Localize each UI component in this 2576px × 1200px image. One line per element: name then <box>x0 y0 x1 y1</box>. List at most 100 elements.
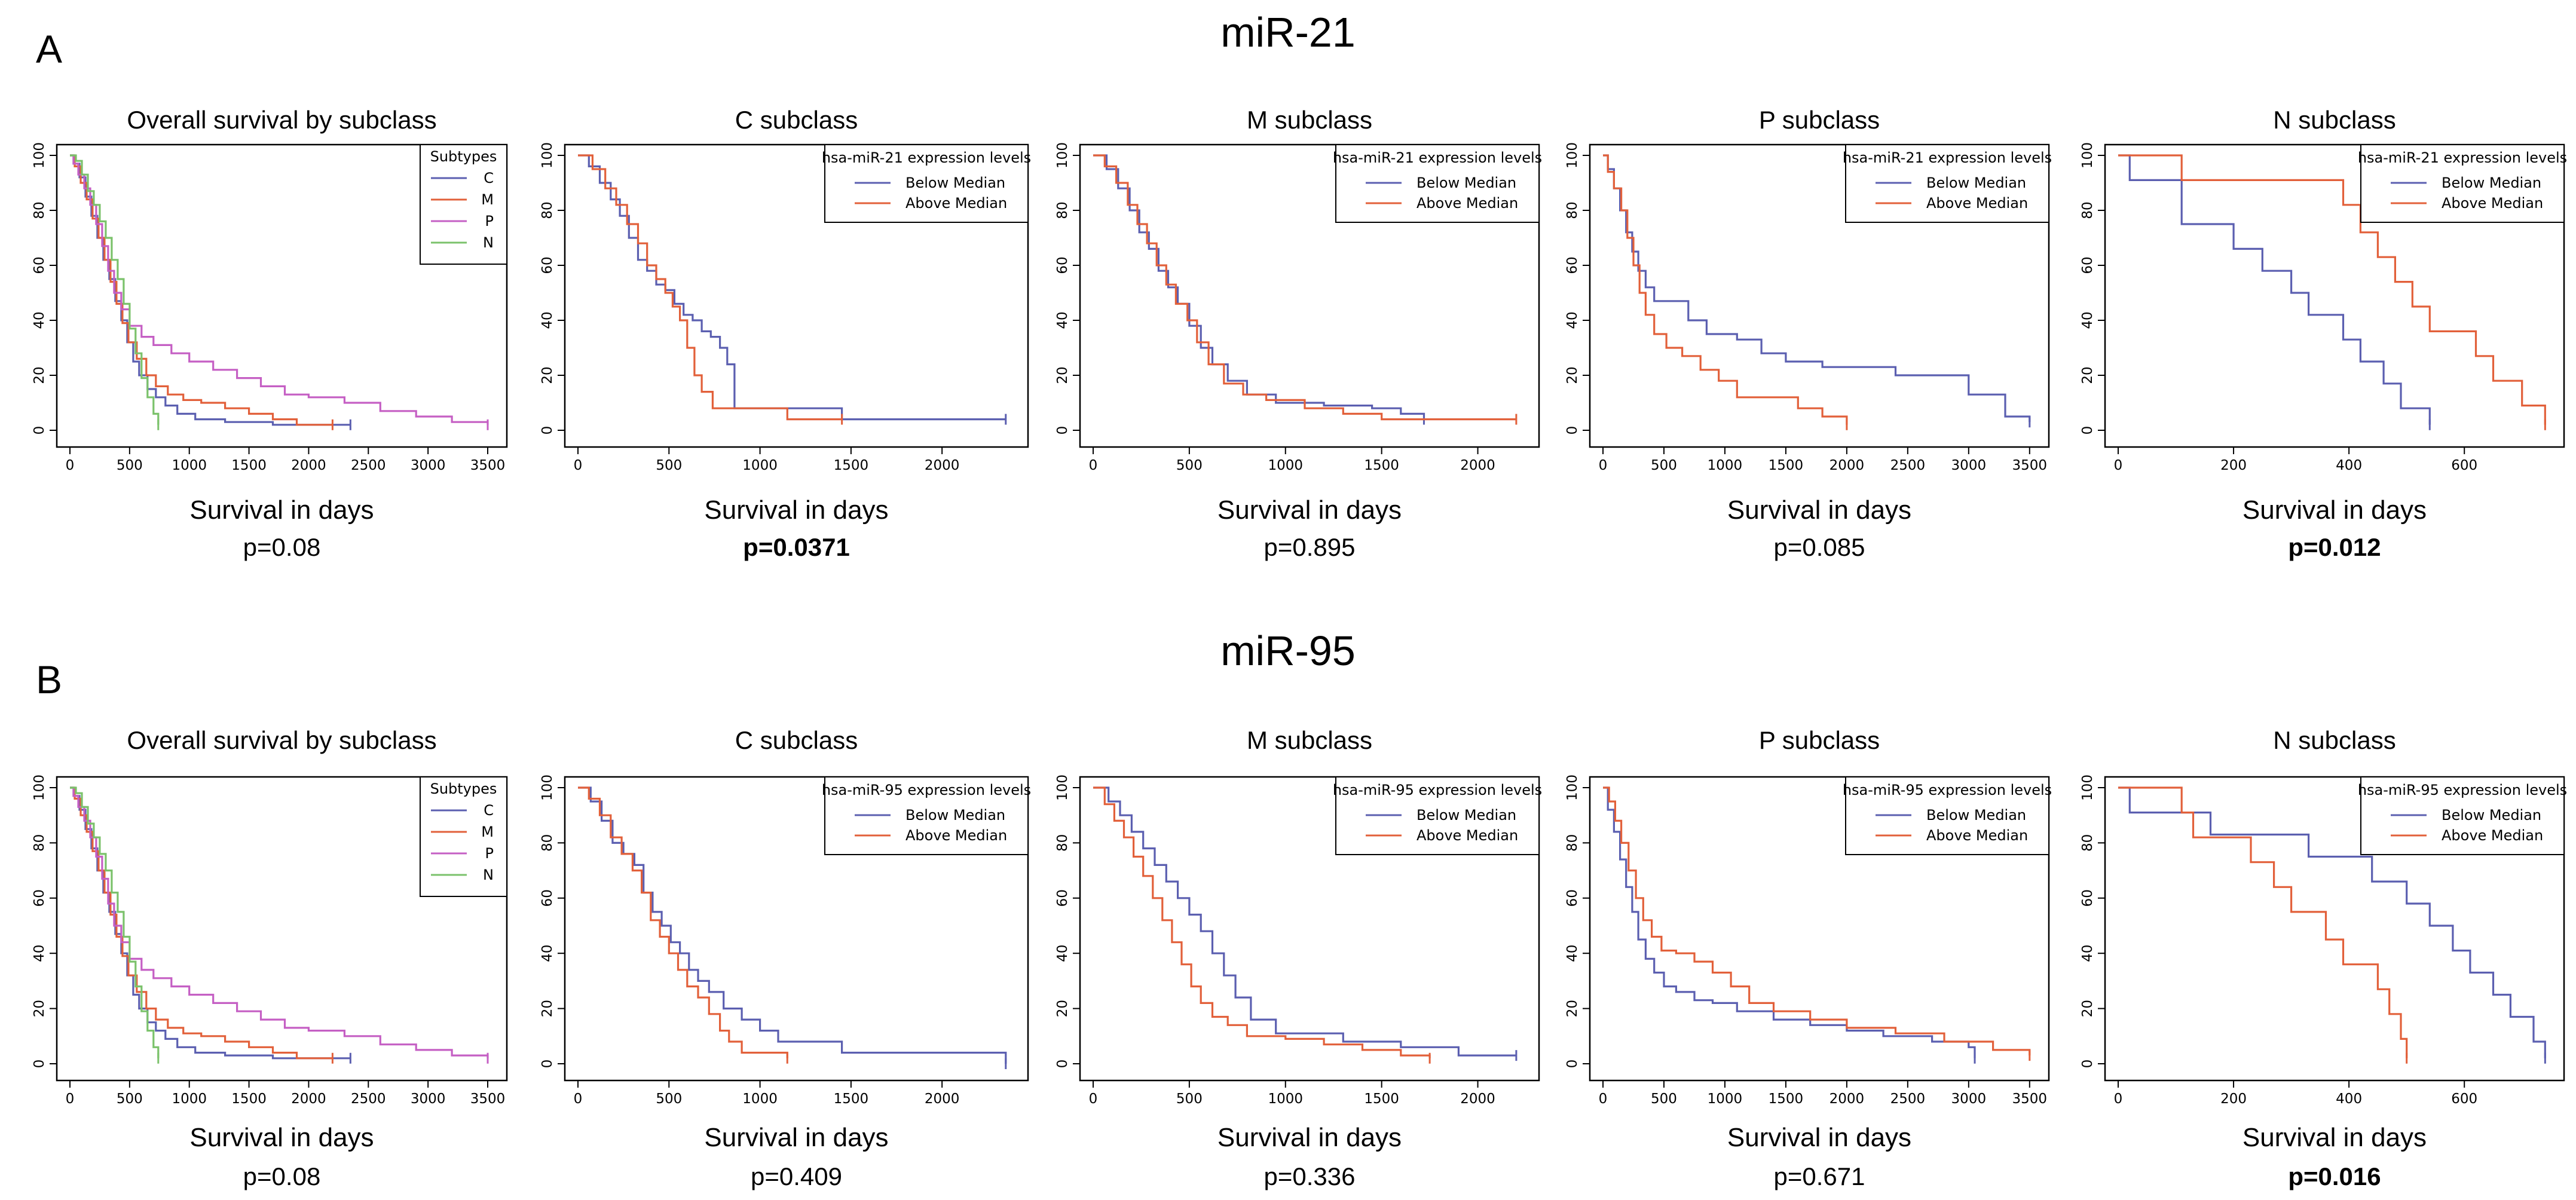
x-tick-label: 1000 <box>742 1091 778 1107</box>
series-line-above-median <box>1093 154 1516 421</box>
y-tick-label: 80 <box>2080 834 2095 852</box>
y-tick-label: 0 <box>1055 426 1070 435</box>
legend-label: Below Median <box>1417 807 1516 824</box>
legend-title: hsa-miR-95 expression levels <box>2358 782 2567 798</box>
y-tick-label: 80 <box>32 201 47 219</box>
x-tick-label: 600 <box>2451 458 2477 473</box>
row-b-title: miR-95 <box>1220 627 1356 674</box>
y-tick-label: 0 <box>1055 1060 1070 1069</box>
legend-label: Below Median <box>905 175 1005 191</box>
series-line-p <box>70 154 489 425</box>
x-tick-label: 1000 <box>1708 458 1743 473</box>
y-tick-label: 100 <box>32 775 47 801</box>
legend-label: Below Median <box>1926 807 2026 824</box>
x-tick-label: 3500 <box>470 1091 506 1107</box>
series-line-c <box>70 786 351 1060</box>
legend-label: Below Median <box>905 807 1005 824</box>
legend-label: Above Median <box>1417 195 1518 212</box>
panel-title: C subclass <box>735 106 858 134</box>
y-tick-label: 0 <box>540 1060 555 1069</box>
plot-frame <box>1079 776 1540 1082</box>
legend-box <box>420 776 507 897</box>
x-tick-label: 1000 <box>1708 1091 1743 1107</box>
x-tick-label: 500 <box>1651 1091 1677 1107</box>
legend-box <box>420 144 507 265</box>
y-tick-label: 40 <box>540 311 555 329</box>
panel-title: M subclass <box>1247 726 1372 754</box>
x-tick-label: 2000 <box>925 458 960 473</box>
legend-label: Above Median <box>905 195 1007 212</box>
x-tick-label: 0 <box>2114 458 2123 473</box>
x-axis-label: Survival in days <box>189 495 374 525</box>
x-axis-label: Survival in days <box>1727 495 1911 525</box>
plot-frame <box>1589 143 2050 448</box>
y-tick-label: 60 <box>1565 256 1580 274</box>
series-line-above-median <box>2118 154 2546 425</box>
legend-label: P <box>485 213 494 229</box>
legend-label: N <box>483 234 494 251</box>
panel-title: N subclass <box>2273 106 2396 134</box>
p-value: p=0.336 <box>1264 1162 1356 1190</box>
x-tick-label: 0 <box>66 458 75 473</box>
y-tick-label: 40 <box>2080 311 2095 329</box>
y-tick-label: 100 <box>1565 142 1580 169</box>
y-tick-label: 0 <box>1565 1060 1580 1069</box>
p-value: p=0.08 <box>243 1162 321 1190</box>
x-tick-label: 1500 <box>1364 458 1399 473</box>
legend-label: Above Median <box>1926 827 2028 844</box>
x-tick-label: 3000 <box>411 1091 446 1107</box>
y-tick-label: 20 <box>1565 1000 1580 1017</box>
y-tick-label: 40 <box>1055 945 1070 962</box>
panel-r1-p3: P subclass 0 500 1000 1500 2000 2500 3000 3500 0 2… <box>1565 726 2052 1190</box>
legend-label: M <box>481 191 494 208</box>
y-tick-label: 100 <box>1055 142 1070 169</box>
legend-title: hsa-miR-21 expression levels <box>1333 149 1542 166</box>
series-line-below-median <box>578 154 1006 421</box>
x-axis-label: Survival in days <box>189 1123 374 1152</box>
x-tick-label: 3000 <box>1951 458 1987 473</box>
y-tick-label: 20 <box>32 366 47 384</box>
x-tick-label: 1500 <box>1769 1091 1804 1107</box>
legend-title: hsa-miR-21 expression levels <box>822 149 1031 166</box>
series-line-p <box>70 786 489 1058</box>
legend-title: hsa-miR-21 expression levels <box>2358 149 2567 166</box>
legend-label: Below Median <box>2442 807 2541 824</box>
series-line-below-median <box>1603 786 1976 1058</box>
x-tick-label: 0 <box>66 1091 75 1107</box>
x-tick-label: 3500 <box>2012 1091 2048 1107</box>
y-tick-label: 0 <box>32 1060 47 1069</box>
series-line-below-median <box>1093 154 1425 420</box>
y-tick-label: 0 <box>2080 426 2095 435</box>
x-tick-label: 0 <box>1599 1091 1608 1107</box>
x-tick-label: 2000 <box>1829 458 1865 473</box>
legend-label: Below Median <box>2442 175 2541 191</box>
y-tick-label: 60 <box>1055 256 1070 274</box>
panel-r0-p1: C subclass 0 500 1000 1500 2000 0 20 40 60 80 100 Su… <box>540 106 1031 561</box>
y-tick-label: 40 <box>1565 311 1580 329</box>
y-tick-label: 100 <box>2080 142 2095 169</box>
y-tick-label: 100 <box>1055 775 1070 801</box>
plot-frame <box>1079 143 1540 448</box>
x-tick-label: 1500 <box>834 1091 869 1107</box>
x-tick-label: 500 <box>117 458 143 473</box>
panel-title: C subclass <box>735 726 858 754</box>
legend-label: Above Median <box>905 827 1007 844</box>
p-value: p=0.409 <box>751 1162 842 1190</box>
y-tick-label: 20 <box>1565 366 1580 384</box>
row-a-title: miR-21 <box>1220 9 1356 56</box>
x-tick-label: 500 <box>1651 458 1677 473</box>
y-tick-label: 20 <box>2080 1000 2095 1017</box>
legend-label: Above Median <box>2442 827 2543 844</box>
y-tick-label: 20 <box>1055 366 1070 384</box>
x-tick-label: 3000 <box>1951 1091 1987 1107</box>
legend-title: Subtypes <box>430 780 497 797</box>
y-tick-label: 0 <box>1565 426 1580 435</box>
x-tick-label: 2500 <box>351 458 386 473</box>
x-tick-label: 2500 <box>1890 458 1926 473</box>
y-tick-label: 40 <box>32 311 47 329</box>
y-tick-label: 100 <box>2080 775 2095 801</box>
legend-title: Subtypes <box>430 148 497 165</box>
